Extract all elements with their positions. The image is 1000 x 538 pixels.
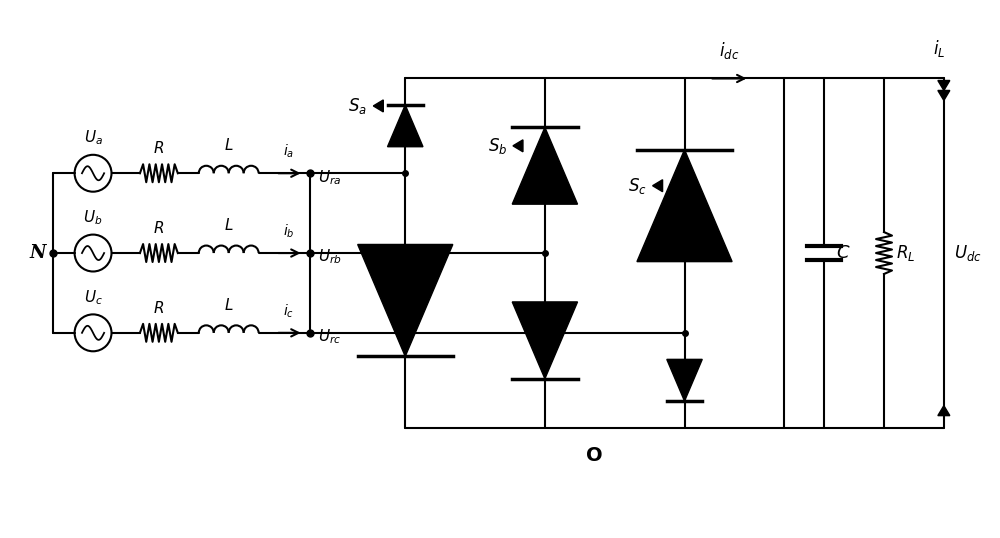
- Polygon shape: [653, 180, 663, 192]
- Text: $U_{rb}$: $U_{rb}$: [318, 247, 342, 266]
- Text: $R$: $R$: [153, 220, 164, 236]
- Text: $U_{dc}$: $U_{dc}$: [954, 243, 982, 263]
- Text: $R$: $R$: [153, 300, 164, 316]
- Text: N: N: [30, 244, 46, 262]
- Text: $R$: $R$: [153, 140, 164, 157]
- Text: $L$: $L$: [224, 217, 233, 233]
- Text: $S_a$: $S_a$: [348, 96, 367, 116]
- Polygon shape: [637, 150, 732, 261]
- Text: $i_L$: $i_L$: [933, 38, 945, 59]
- Text: $S_c$: $S_c$: [628, 176, 647, 196]
- Text: $U_{ra}$: $U_{ra}$: [318, 168, 342, 187]
- Text: $L$: $L$: [224, 297, 233, 313]
- Text: $C$: $C$: [836, 244, 851, 262]
- Text: $U_b$: $U_b$: [83, 208, 103, 227]
- Polygon shape: [512, 302, 578, 379]
- Polygon shape: [513, 140, 523, 152]
- Text: $i_a$: $i_a$: [283, 143, 294, 160]
- Text: $L$: $L$: [224, 137, 233, 153]
- Polygon shape: [938, 406, 950, 416]
- Text: $U_{rc}$: $U_{rc}$: [318, 328, 342, 346]
- Polygon shape: [512, 128, 578, 204]
- Text: $U_c$: $U_c$: [84, 288, 102, 307]
- Text: $S_b$: $S_b$: [488, 136, 507, 156]
- Polygon shape: [667, 359, 702, 401]
- Text: O: O: [586, 445, 603, 464]
- Text: $U_a$: $U_a$: [84, 129, 103, 147]
- Text: $R_L$: $R_L$: [896, 243, 915, 263]
- Text: $i_c$: $i_c$: [283, 302, 294, 320]
- Text: $i_b$: $i_b$: [283, 223, 294, 240]
- Polygon shape: [358, 244, 453, 356]
- Polygon shape: [938, 81, 950, 90]
- Polygon shape: [388, 105, 423, 147]
- Text: $i_{dc}$: $i_{dc}$: [719, 39, 740, 61]
- Polygon shape: [373, 100, 383, 112]
- Polygon shape: [938, 90, 950, 101]
